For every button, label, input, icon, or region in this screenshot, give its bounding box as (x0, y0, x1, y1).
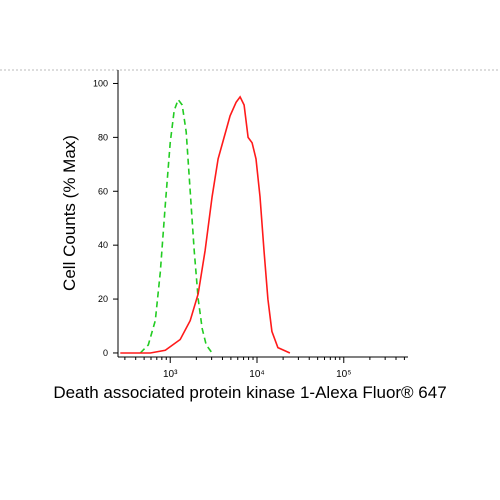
y-tick-label: 100 (93, 78, 108, 88)
y-tick-label: 20 (98, 294, 108, 304)
histogram-line (139, 97, 213, 354)
y-tick-label: 0 (103, 348, 108, 358)
x-tick-label: 10³ (163, 369, 178, 380)
y-tick-label: 80 (98, 132, 108, 142)
histogram-line (120, 95, 291, 354)
x-tick-label: 10⁴ (249, 369, 264, 380)
x-axis-label: Death associated protein kinase 1-Alexa … (53, 383, 447, 402)
y-tick-label: 60 (98, 186, 108, 196)
x-tick-label: 10⁵ (336, 369, 351, 380)
y-tick-label: 40 (98, 240, 108, 250)
y-axis-label: Cell Counts (% Max) (60, 135, 79, 291)
